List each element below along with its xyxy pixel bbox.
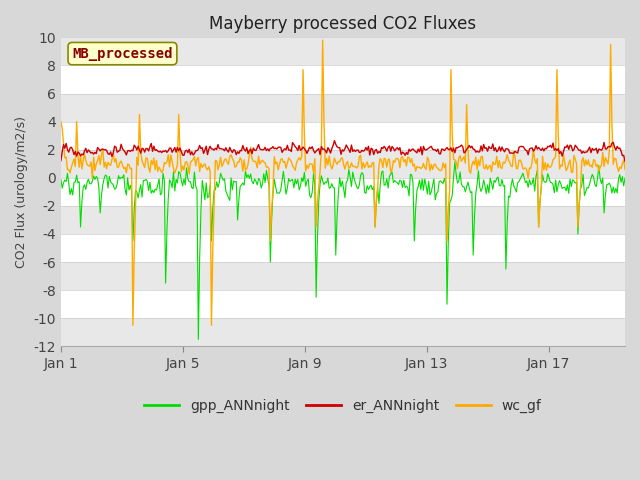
wc_gf	[577, 185, 584, 191]
wc_gf	[129, 323, 137, 328]
Bar	[61, 37, 625, 65]
gpp_ANNnight	[195, 336, 202, 342]
gpp_ANNnight	[577, 186, 584, 192]
Line: wc_gf: wc_gf	[61, 40, 625, 325]
Bar	[61, 94, 625, 121]
gpp_ANNnight	[450, 174, 458, 180]
gpp_ANNnight	[385, 173, 393, 179]
er_ANNnight	[493, 149, 500, 155]
Bar	[61, 206, 625, 234]
wc_gf	[387, 169, 395, 175]
Bar	[61, 234, 625, 262]
Y-axis label: CO2 Flux (urology/m2/s): CO2 Flux (urology/m2/s)	[15, 116, 28, 268]
gpp_ANNnight	[621, 175, 629, 181]
Bar	[61, 121, 625, 150]
gpp_ANNnight	[506, 194, 514, 200]
wc_gf	[57, 119, 65, 124]
Bar	[61, 262, 625, 290]
Title: Mayberry processed CO2 Fluxes: Mayberry processed CO2 Fluxes	[209, 15, 477, 33]
gpp_ANNnight	[57, 177, 65, 182]
er_ANNnight	[100, 147, 108, 153]
Bar	[61, 290, 625, 318]
Legend: gpp_ANNnight, er_ANNnight, wc_gf: gpp_ANNnight, er_ANNnight, wc_gf	[139, 394, 547, 419]
er_ANNnight	[385, 143, 393, 149]
Text: MB_processed: MB_processed	[72, 47, 173, 60]
gpp_ANNnight	[494, 174, 502, 180]
wc_gf	[506, 160, 514, 166]
wc_gf	[451, 157, 459, 163]
gpp_ANNnight	[451, 159, 459, 165]
Line: gpp_ANNnight: gpp_ANNnight	[61, 162, 625, 339]
Bar	[61, 318, 625, 347]
er_ANNnight	[57, 158, 65, 164]
gpp_ANNnight	[100, 176, 108, 181]
Bar	[61, 178, 625, 206]
er_ANNnight	[331, 138, 339, 144]
er_ANNnight	[450, 145, 458, 151]
wc_gf	[494, 165, 502, 170]
wc_gf	[100, 164, 108, 170]
Line: er_ANNnight: er_ANNnight	[61, 141, 625, 161]
wc_gf	[621, 167, 629, 172]
er_ANNnight	[505, 146, 513, 152]
Bar	[61, 65, 625, 94]
er_ANNnight	[621, 158, 629, 164]
wc_gf	[319, 37, 326, 43]
er_ANNnight	[575, 147, 583, 153]
Bar	[61, 150, 625, 178]
